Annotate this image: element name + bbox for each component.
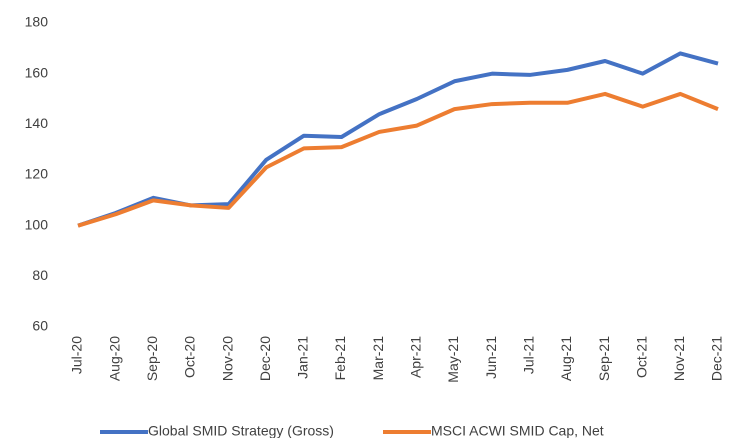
series-line <box>77 91 719 228</box>
y-tick-label: 100 <box>25 216 49 232</box>
x-tick-label: Jan-21 <box>295 336 311 379</box>
y-tick-label: 160 <box>25 64 49 80</box>
x-tick-label: Sep-20 <box>144 336 160 381</box>
x-tick-label: Dec-20 <box>257 336 273 381</box>
x-tick-label: Nov-20 <box>219 336 235 381</box>
legend-label: Global SMID Strategy (Gross) <box>148 423 334 438</box>
x-tick-label: Aug-21 <box>558 336 574 381</box>
x-tick-label: Jun-21 <box>483 336 499 379</box>
x-tick-label: May-21 <box>445 336 461 383</box>
x-tick-label: Feb-21 <box>332 336 348 381</box>
x-tick-label: Mar-21 <box>370 336 386 381</box>
x-tick-label: Nov-21 <box>671 336 687 381</box>
x-tick-label: Oct-21 <box>633 336 649 378</box>
y-tick-label: 60 <box>32 318 48 334</box>
y-tick-label: 140 <box>25 115 49 131</box>
x-tick-label: Jul-21 <box>520 336 536 374</box>
legend-label: MSCI ACWI SMID Cap, Net <box>431 423 604 438</box>
x-tick-label: Jul-20 <box>69 336 85 374</box>
x-tick-label: Sep-21 <box>596 336 612 381</box>
x-tick-label: Dec-21 <box>709 336 725 381</box>
x-tick-label: Aug-20 <box>106 336 122 381</box>
x-tick-label: Oct-20 <box>182 336 198 378</box>
y-tick-label: 80 <box>32 267 48 283</box>
y-tick-label: 120 <box>25 166 49 182</box>
x-tick-label: Apr-21 <box>408 336 424 378</box>
y-tick-label: 180 <box>25 14 49 30</box>
series-line <box>77 51 719 228</box>
